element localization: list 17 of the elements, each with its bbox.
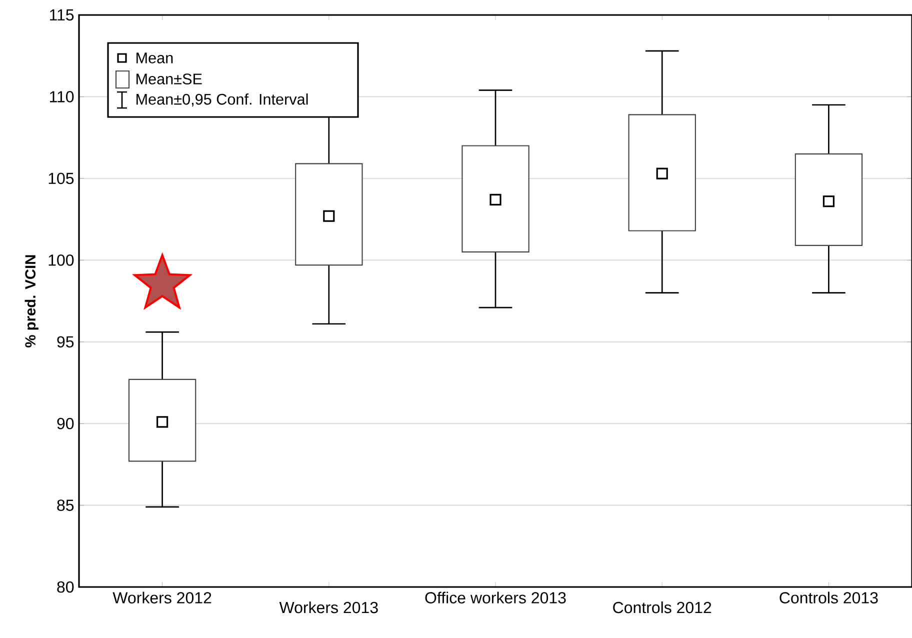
y-tick-label: 90 (57, 418, 74, 430)
annotation: Mean±0,95 Conf. Interval (136, 93, 308, 107)
x-tick-label: Controls 2012 (613, 601, 712, 614)
y-tick-label: 95 (57, 336, 74, 348)
y-tick-label: 105 (48, 172, 74, 184)
y-tick-label: 110 (50, 91, 74, 102)
x-tick-label: Office workers 2013 (425, 592, 566, 604)
y-tick-label: 85 (57, 500, 74, 511)
annotation: Mean (136, 52, 173, 64)
y-tick-label: 100 (48, 254, 74, 266)
x-tick-label: Controls 2013 (780, 592, 878, 604)
x-tick-label: Workers 2012 (112, 592, 212, 604)
annotation: Mean±SE (136, 74, 202, 84)
y-axis-title: % pred. VCIN (24, 255, 38, 348)
x-tick-label: Workers 2013 (279, 601, 378, 614)
y-tick-label: 115 (50, 9, 74, 21)
y-tick-label: 80 (57, 581, 74, 593)
